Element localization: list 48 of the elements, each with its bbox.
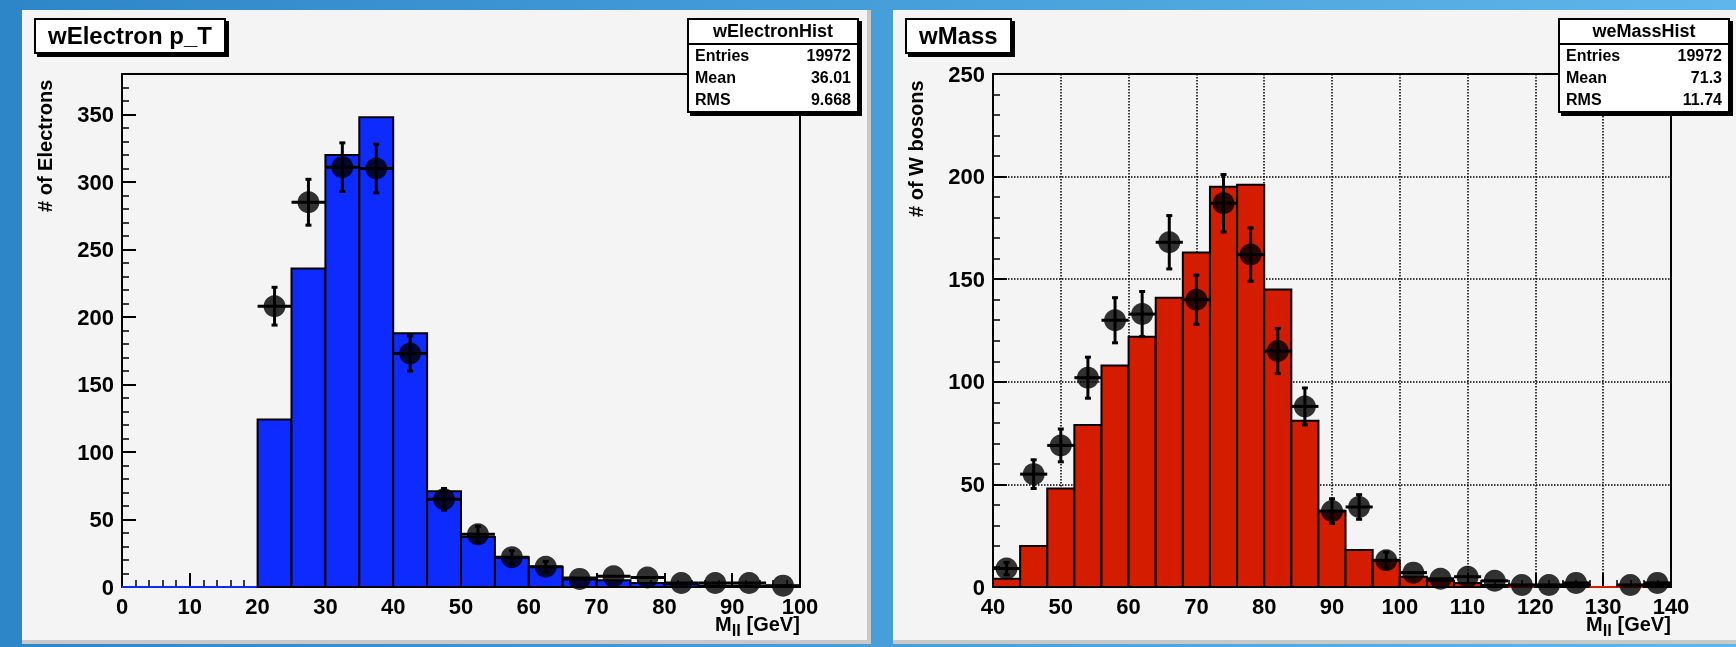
- y-axis-title: # of Electrons: [34, 79, 57, 212]
- x-tick-label: 20: [245, 593, 270, 619]
- text: 36.01: [810, 69, 851, 87]
- annotation: Mean: [1566, 69, 1607, 87]
- x-tick-label: 70: [1184, 593, 1209, 619]
- x-tick-label: 120: [1517, 593, 1554, 619]
- text: weMassHist: [1560, 20, 1728, 45]
- y-tick-label: 300: [77, 169, 114, 195]
- y-tick-label: 200: [77, 304, 114, 330]
- y-tick-label: 150: [77, 372, 114, 397]
- annotation: Mean: [695, 69, 736, 87]
- y-tick-label: 0: [101, 574, 114, 600]
- chart-title: wElectron p_T: [34, 18, 227, 54]
- text: 9.668: [810, 91, 851, 109]
- x-tick-label: 60: [1116, 593, 1141, 619]
- annotation: RMS: [695, 91, 731, 109]
- y-axis-title: # of W bosons: [905, 80, 928, 217]
- x-tick-label: 110: [1449, 593, 1486, 619]
- text: 71.3: [1690, 69, 1722, 87]
- x-tick-label: 70: [584, 593, 609, 619]
- x-tick-label: 60: [516, 593, 542, 619]
- x-tick-label: 100: [1381, 593, 1419, 619]
- x-tick-label: 50: [1048, 593, 1074, 619]
- x-tick-label: 50: [448, 593, 474, 619]
- y-tick-label: 250: [948, 61, 985, 87]
- text: Entries: [1566, 47, 1621, 65]
- x-tick-label: 80: [1251, 593, 1277, 619]
- y-tick-label: 100: [948, 369, 985, 395]
- x-tick-label: 40: [380, 593, 406, 619]
- annotation: RMS: [1566, 91, 1602, 109]
- x-tick-label: 10: [177, 593, 203, 619]
- x-tick-label: 80: [652, 593, 677, 619]
- y-tick-label: 50: [960, 471, 985, 497]
- y-tick-label: 150: [948, 266, 985, 292]
- text: Entries: [695, 47, 750, 65]
- y-tick-label: 250: [77, 237, 114, 262]
- x-tick-label: 30: [313, 593, 338, 619]
- y-tick-label: 350: [77, 102, 114, 127]
- text: 19972: [806, 47, 851, 65]
- y-tick-label: 200: [948, 164, 985, 190]
- chart-title: wMass: [905, 18, 1012, 54]
- x-tick-label: 90: [1319, 593, 1345, 619]
- y-tick-label: 100: [77, 439, 114, 465]
- text: 19972: [1677, 47, 1722, 65]
- y-tick-label: 0: [972, 574, 985, 600]
- text: 11.74: [1682, 91, 1722, 109]
- y-tick-label: 50: [89, 507, 114, 532]
- text: wElectronHist: [689, 20, 857, 45]
